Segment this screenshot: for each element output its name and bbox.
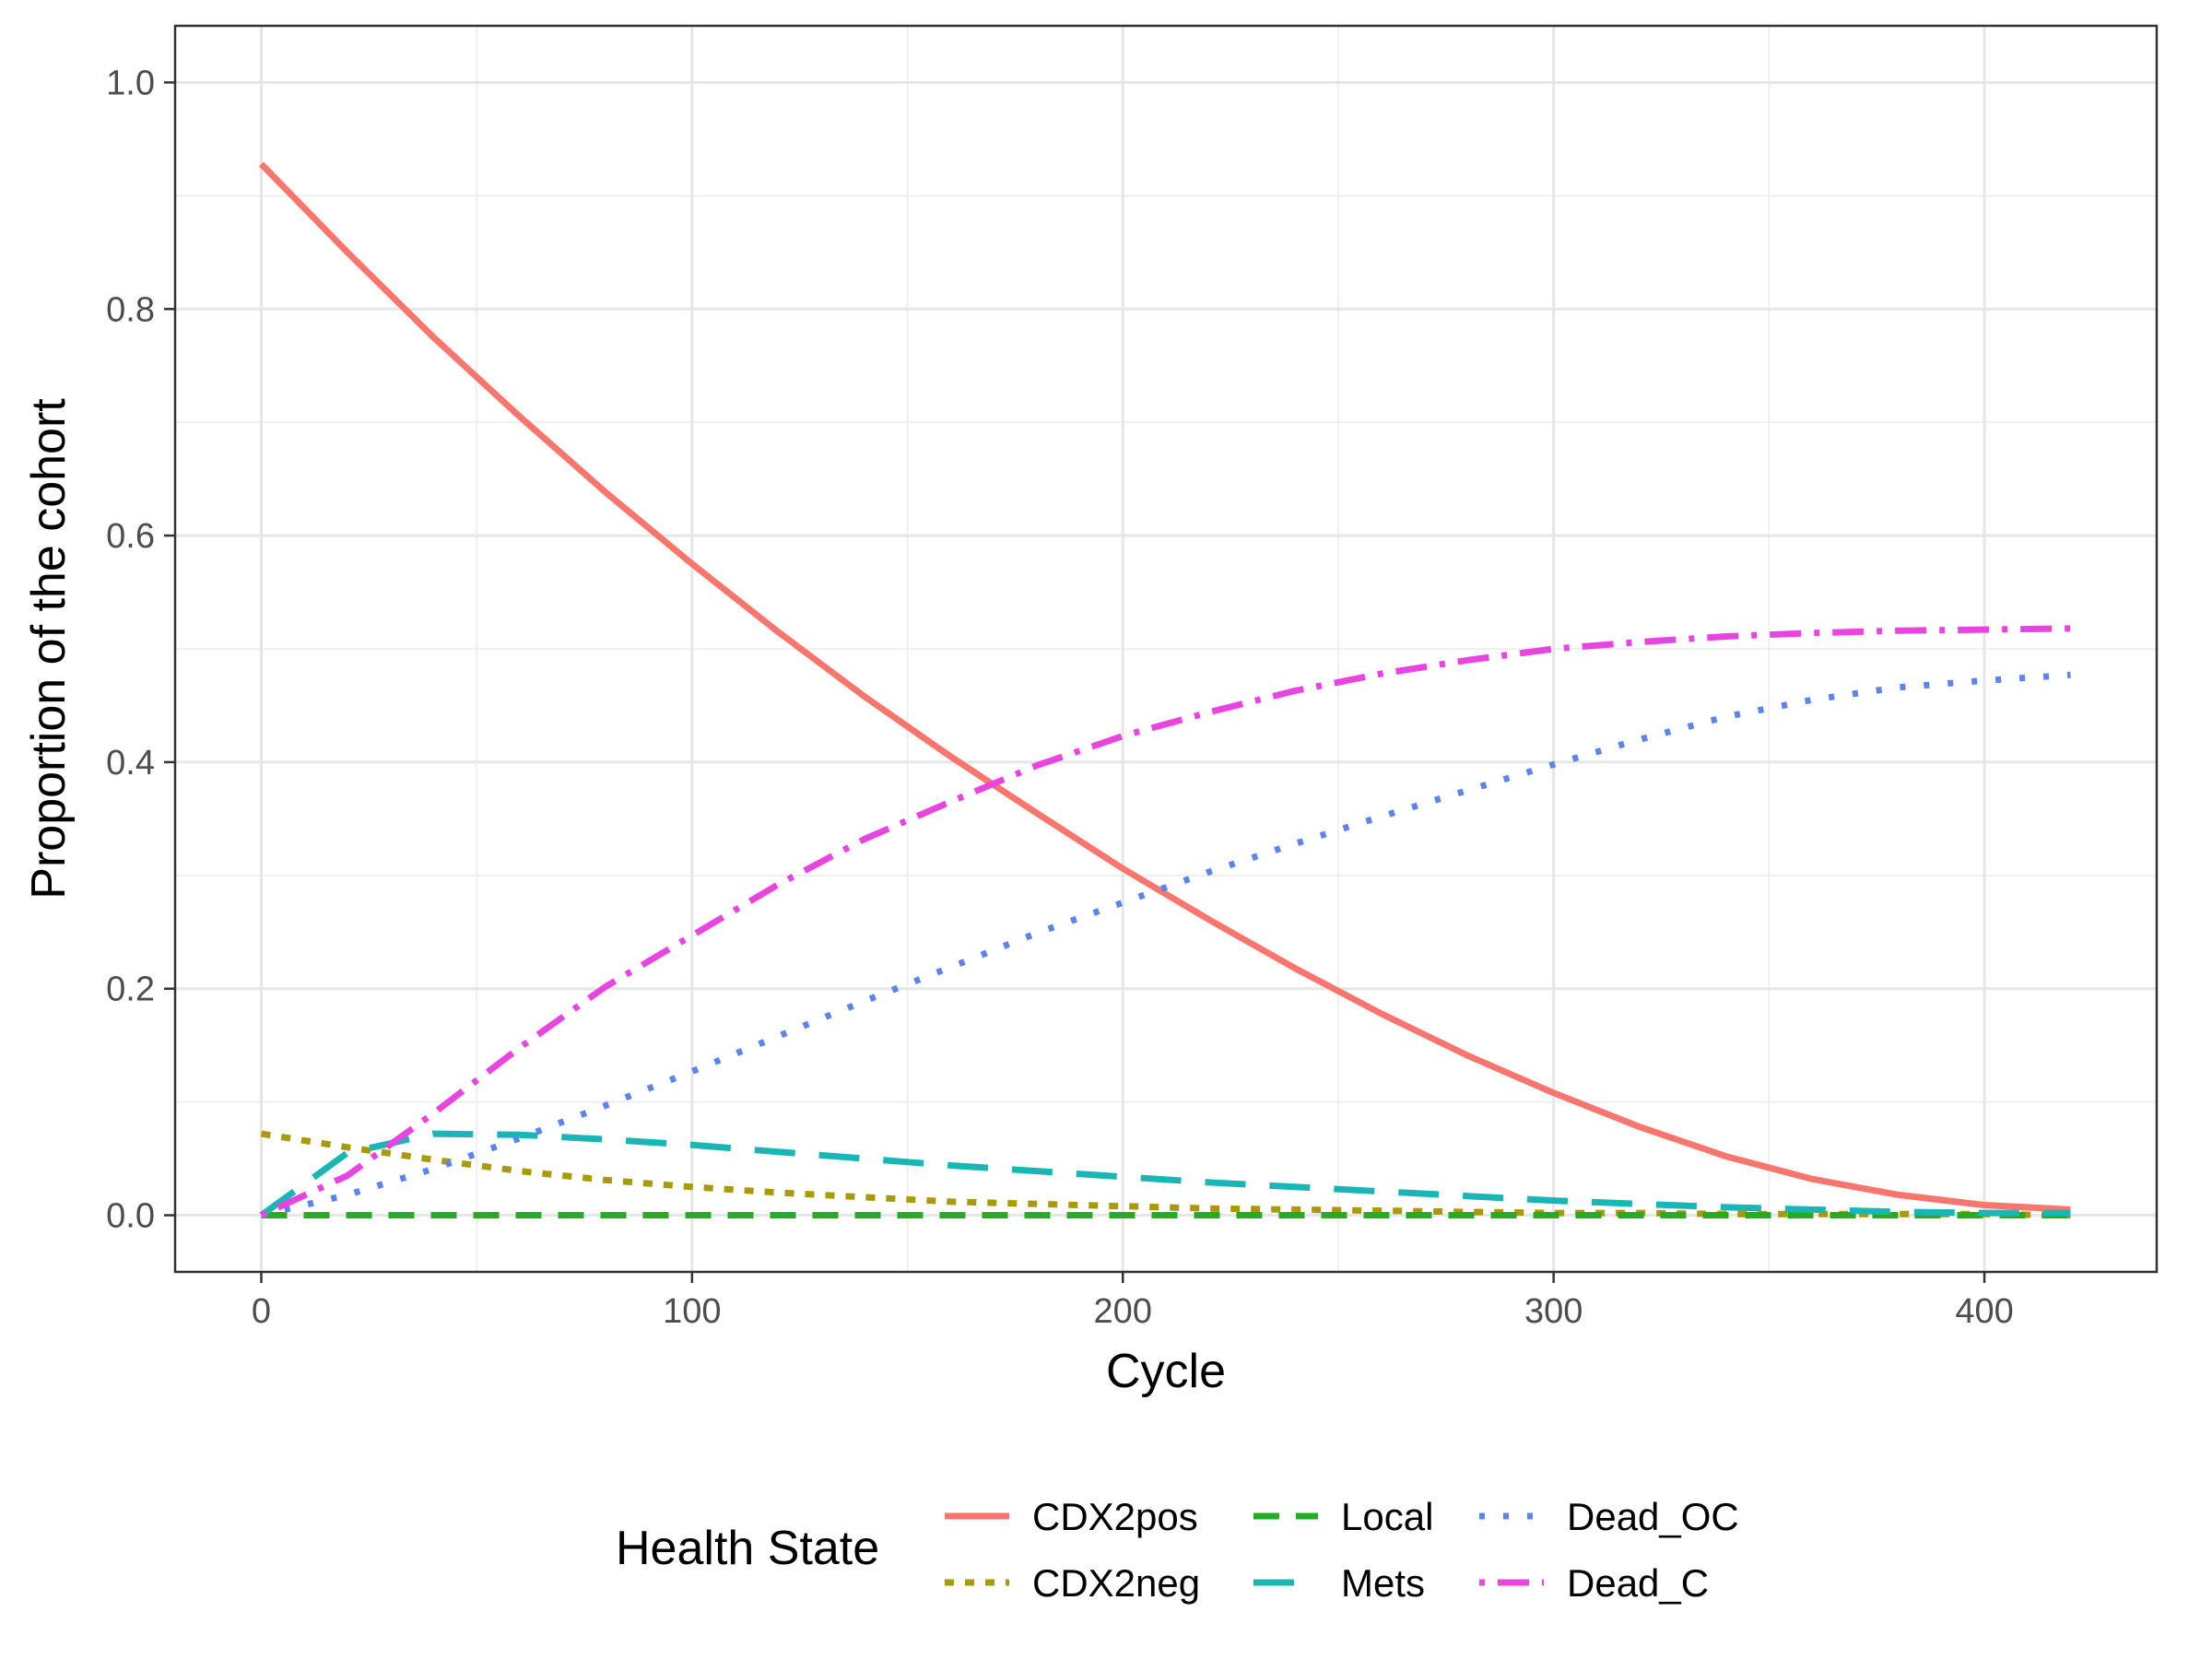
x-tick-label: 0 — [252, 1292, 271, 1331]
series-line-cdx2neg — [260, 1130, 2071, 1218]
legend-title: Health State — [616, 1522, 879, 1575]
y-tick-label: 1.0 — [106, 64, 155, 102]
legend-label-local: Local — [1341, 1495, 1433, 1538]
y-tick-label: 0.0 — [106, 1197, 155, 1236]
minor-gridlines — [175, 26, 2157, 1272]
y-axis: 0.0 0.2 0.4 0.6 0.8 1.0 — [106, 64, 175, 1236]
legend-label-dead-c: Dead_C — [1567, 1561, 1709, 1605]
legend: Health State CDX2pos CDX2neg Local Mets Dead… — [616, 1495, 1739, 1605]
panel-border — [173, 24, 2159, 1274]
series-line-dead-c — [260, 625, 2071, 1218]
x-axis: 0 100 200 300 400 — [252, 1272, 2014, 1331]
y-tick-label: 0.2 — [106, 971, 155, 1009]
plot-panel — [173, 24, 2159, 1274]
y-tick-label: 0.4 — [106, 744, 155, 782]
x-tick-label: 200 — [1094, 1292, 1152, 1331]
legend-items: CDX2pos CDX2neg Local Mets Dead_OC Dead_C — [945, 1495, 1739, 1605]
y-axis-title: Proportion of the cohort — [22, 398, 76, 900]
legend-label-cdx2neg: CDX2neg — [1032, 1561, 1200, 1605]
y-tick-label: 0.6 — [106, 517, 155, 556]
y-tick-label: 0.8 — [106, 290, 155, 329]
x-tick-label: 100 — [663, 1292, 721, 1331]
x-tick-label: 400 — [1955, 1292, 2013, 1331]
legend-label-cdx2pos: CDX2pos — [1032, 1495, 1198, 1538]
x-axis-title: Cycle — [1106, 1345, 1226, 1398]
series-lines — [258, 161, 2071, 1218]
major-gridlines — [175, 26, 2157, 1272]
legend-label-dead-oc: Dead_OC — [1567, 1495, 1739, 1538]
x-tick-label: 300 — [1524, 1292, 1583, 1331]
series-line-mets — [259, 1130, 2071, 1218]
legend-label-mets: Mets — [1341, 1561, 1425, 1605]
series-line-cdx2pos — [258, 161, 2071, 1213]
series-line-dead-oc — [260, 671, 2071, 1218]
